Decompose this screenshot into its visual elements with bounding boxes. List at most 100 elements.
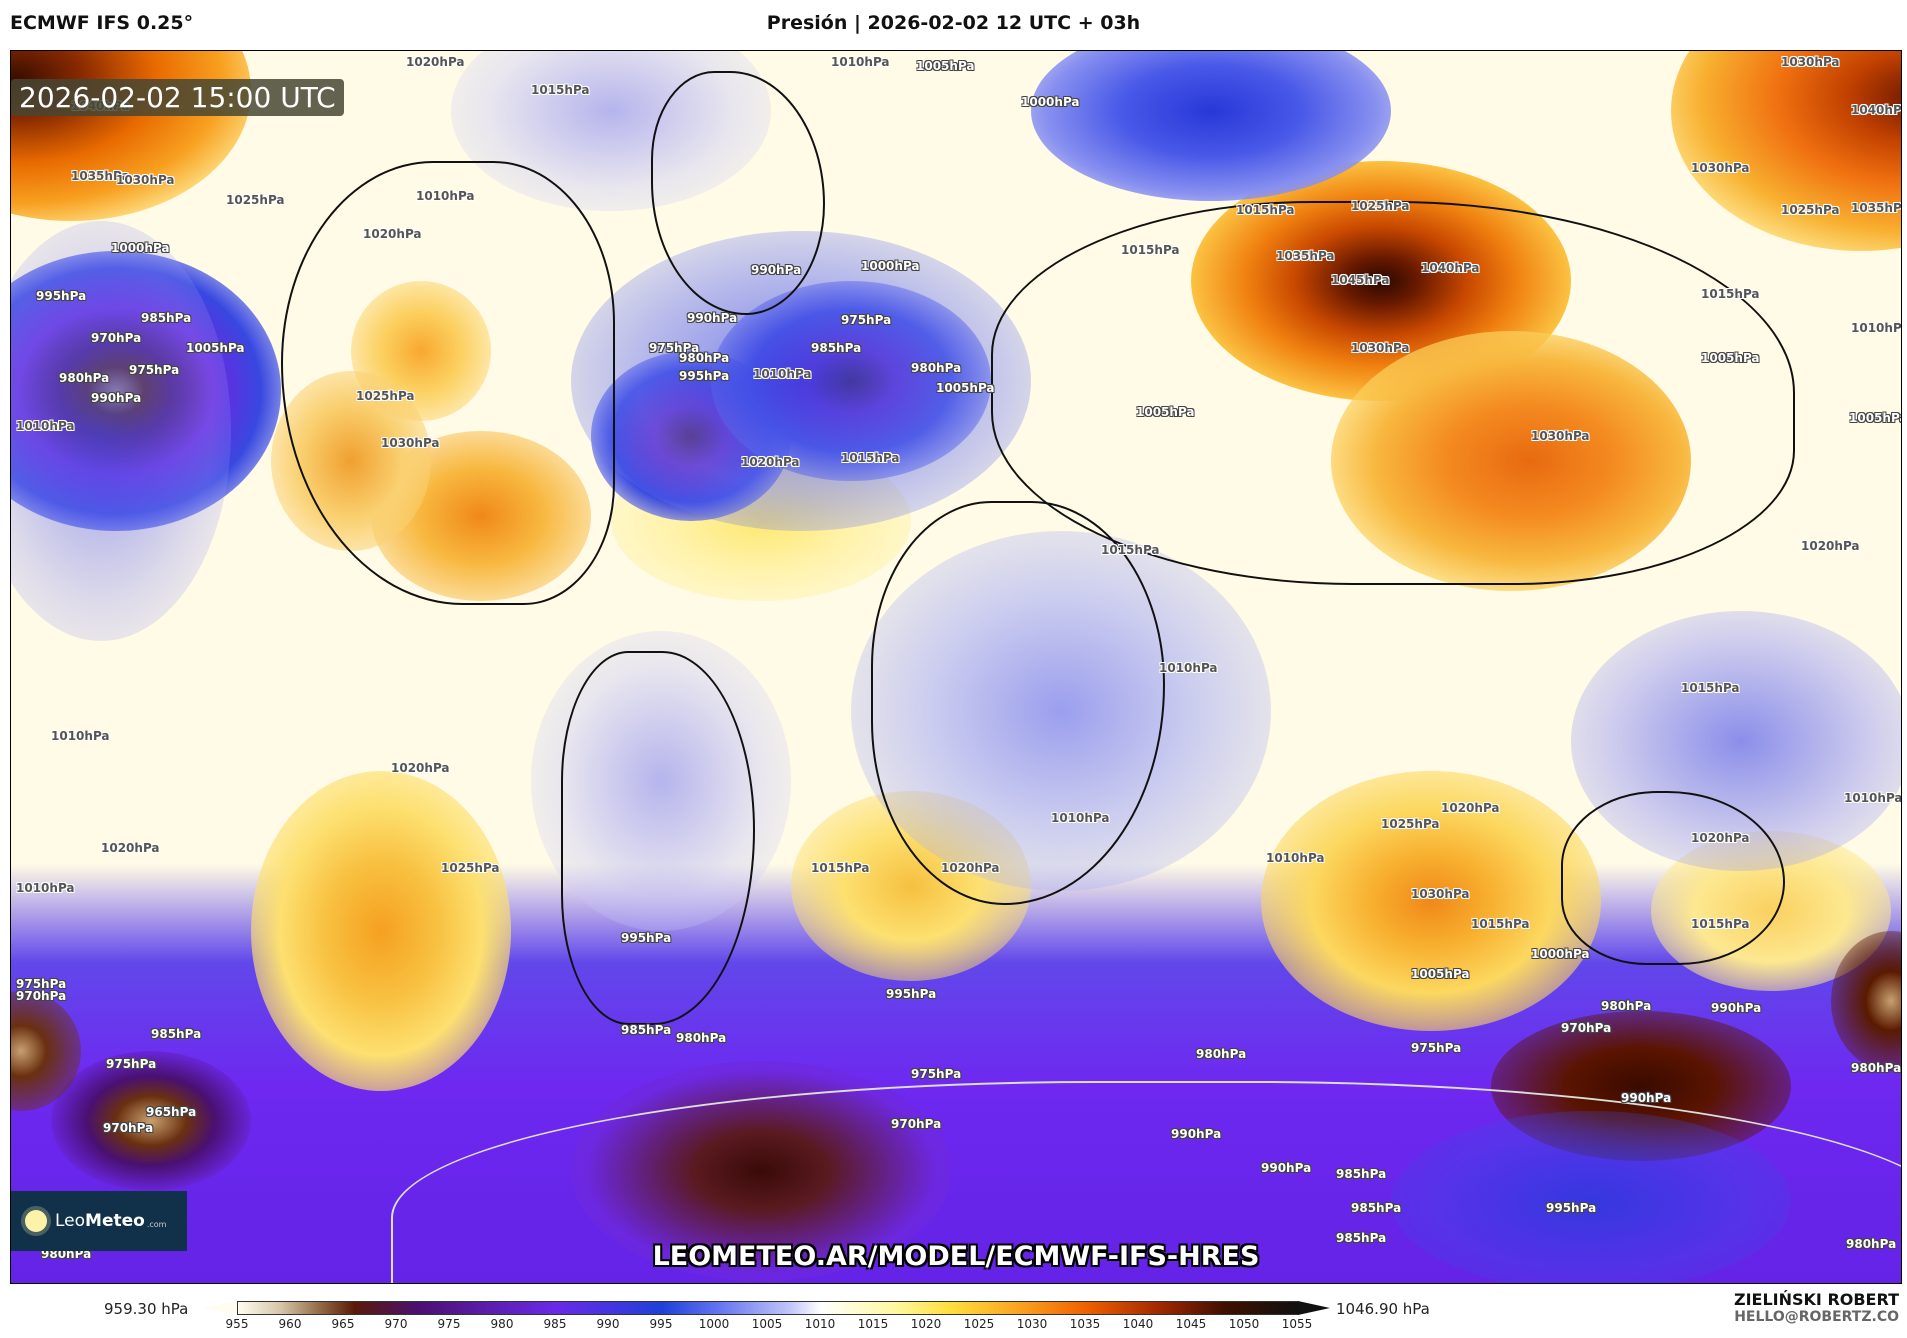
contour-label: 1020hPa [101, 841, 160, 855]
contour-label: 985hPa [1351, 1201, 1402, 1215]
contour-label: 1020hPa [741, 455, 800, 469]
colorbar-tick: 1025 [963, 1317, 995, 1331]
high-pressure-ne [1671, 51, 1901, 251]
contour-label: 975hPa [16, 977, 67, 991]
colorbar: 959.30 hPa 955 960 965 970 975 980 985 990 995 10… [0, 1290, 1907, 1338]
contour-label: 985hPa [141, 311, 192, 325]
low-pressure-north-pacific-band [11, 221, 231, 641]
contour-label: 1020hPa [1691, 831, 1750, 845]
contour-label: 990hPa [1261, 1161, 1312, 1175]
contour-label: 1015hPa [1681, 681, 1740, 695]
high-pressure-south-pacific [251, 771, 511, 1091]
contour-label: 1025hPa [1351, 199, 1410, 213]
coastline-australia [1561, 791, 1785, 965]
colorbar-tick: 1040 [1122, 1317, 1154, 1331]
author-email: HELLO@ROBERTZ.CO [1734, 1309, 1899, 1325]
contour-label: 1010hPa [1159, 661, 1218, 675]
contour-label: 970hPa [1561, 1021, 1612, 1035]
contour-label: 1010hPa [1844, 791, 1902, 805]
contour-label: 1010hPa [16, 881, 75, 895]
contour-label: 995hPa [36, 289, 87, 303]
contour-label: 980hPa [679, 351, 730, 365]
colorbar-tick: 1020 [910, 1317, 942, 1331]
colorbar-tick: 1010 [804, 1317, 836, 1331]
contour-label: 985hPa [151, 1027, 202, 1041]
contour-label: 990hPa [1171, 1127, 1222, 1141]
contour-label: 1030hPa [381, 436, 440, 450]
contour-label: 1005hPa [916, 59, 975, 73]
leometeo-logo[interactable]: Leo Meteo .com [11, 1191, 187, 1251]
coastline-north-america [281, 161, 615, 605]
contour-label: 970hPa [103, 1121, 154, 1135]
contour-label: 1010hPa [16, 419, 75, 433]
contour-label: 965hPa [146, 1105, 197, 1119]
contour-label: 1015hPa [811, 861, 870, 875]
contour-label: 975hPa [129, 363, 180, 377]
contour-label: 1010hPa [753, 367, 812, 381]
colorbar-gradient [237, 1301, 1299, 1315]
contour-label: 1010hPa [1051, 811, 1110, 825]
contour-label: 1025hPa [356, 389, 415, 403]
low-pressure-south-pacific-sw [51, 1051, 251, 1191]
contour-label: 1030hPa [1691, 161, 1750, 175]
contour-label: 1020hPa [391, 761, 450, 775]
contour-label: 1005hPa [1136, 405, 1195, 419]
contour-label: 1005hPa [936, 381, 995, 395]
colorbar-tick: 975 [437, 1317, 461, 1331]
contour-label: 1030hPa [1411, 887, 1470, 901]
contour-label: 1040hPa [1421, 261, 1480, 275]
contour-label: 1010hPa [1266, 851, 1325, 865]
colorbar-tick: 985 [543, 1317, 567, 1331]
contour-label: 980hPa [1601, 999, 1652, 1013]
contour-label: 1000hPa [861, 259, 920, 273]
contour-label: 1015hPa [1691, 917, 1750, 931]
contour-label: 1030hPa [116, 173, 175, 187]
colorbar-tick: 995 [649, 1317, 673, 1331]
high-pressure-nw [11, 51, 251, 221]
contour-label: 985hPa [1336, 1167, 1387, 1181]
contour-label: 1025hPa [441, 861, 500, 875]
contour-label: 1030hPa [1781, 55, 1840, 69]
url-watermark: LEOMETEO.AR/MODEL/ECMWF-IFS-HRES [652, 1241, 1260, 1272]
contour-label: 1035hPa [71, 169, 130, 183]
colorbar-tick: 1045 [1175, 1317, 1207, 1331]
contour-label: 980hPa [911, 361, 962, 375]
colorbar-tick: 1030 [1016, 1317, 1048, 1331]
colorbar-tick: 1015 [857, 1317, 889, 1331]
contour-label: 980hPa [1846, 1237, 1897, 1251]
coastline-south-america [561, 651, 755, 1025]
contour-label: 1020hPa [1441, 801, 1500, 815]
contour-label: 1035hPa [1851, 201, 1902, 215]
contour-label: 975hPa [649, 341, 700, 355]
chart-title: Presión | 2026-02-02 12 UTC + 03h [766, 12, 1141, 34]
contour-label: 990hPa [1621, 1091, 1672, 1105]
contour-label: 1000hPa [1531, 947, 1590, 961]
contour-label: 970hPa [16, 989, 67, 1003]
contour-label: 985hPa [811, 341, 862, 355]
colorbar-min-value: 959.30 hPa [104, 1300, 189, 1318]
colorbar-ticks: 955 960 965 970 975 980 985 990 995 1000 1005 1010 1… [226, 1317, 1313, 1333]
contour-label: 995hPa [886, 987, 937, 1001]
contour-label: 1025hPa [1781, 203, 1840, 217]
contour-label: 990hPa [91, 391, 142, 405]
contour-label: 1005hPa [186, 341, 245, 355]
contour-label: 1000hPa [1021, 95, 1080, 109]
contour-label: 980hPa [1196, 1047, 1247, 1061]
contour-label: 995hPa [621, 931, 672, 945]
coastline-greenland [651, 71, 825, 315]
contour-label: 980hPa [1851, 1061, 1902, 1075]
colorbar-tick: 1050 [1228, 1317, 1260, 1331]
contour-label: 1025hPa [226, 193, 285, 207]
contour-label: 1020hPa [1801, 539, 1860, 553]
contour-label: 975hPa [841, 313, 892, 327]
contour-label: 985hPa [1336, 1231, 1387, 1245]
colorbar-tick: 955 [225, 1317, 249, 1331]
contour-label: 990hPa [687, 311, 738, 325]
contour-label: 1010hPa [51, 729, 110, 743]
colorbar-tick: 960 [278, 1317, 302, 1331]
contour-label: 1010hPa [416, 189, 475, 203]
colorbar-tick: 990 [596, 1317, 620, 1331]
contour-label: 1015hPa [1236, 203, 1295, 217]
contour-label: 1020hPa [363, 227, 422, 241]
contour-label: 1005hPa [1849, 411, 1902, 425]
